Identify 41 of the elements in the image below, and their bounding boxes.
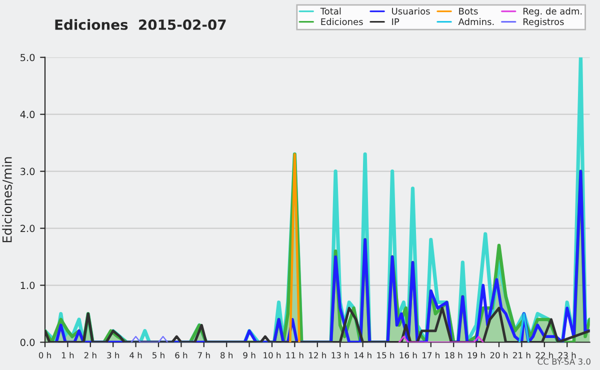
x-tick-label: 15 h <box>377 352 394 358</box>
legend-label: Usuarios <box>392 8 430 15</box>
text: CC BY-SA 3.0 <box>538 358 590 365</box>
y-axis-title: Ediciones/min <box>2 157 13 242</box>
y-tick-label: 4.0 <box>20 110 35 118</box>
x-tick-label: 11 h <box>286 352 304 358</box>
y-tick-label: 2.0 <box>20 224 35 232</box>
legend-label: Ediciones <box>321 18 363 26</box>
x-tick-label: 1 h <box>62 352 74 358</box>
x-tick-label: 2 h <box>84 352 96 358</box>
y-tick-label: 1.0 <box>20 282 35 290</box>
legend-label: Bots <box>459 8 478 15</box>
x-tick-label: 22 h <box>536 352 553 358</box>
x-tick-label: 5 h <box>152 352 164 358</box>
x-tick-label: 18 h <box>445 352 462 358</box>
x-tick-label: 14 h <box>354 352 372 358</box>
x-tick-label: 0 h <box>38 352 51 358</box>
x-tick-label: 23 h <box>558 352 576 358</box>
x-tick-label: 3 h <box>107 352 120 358</box>
x-tick-label: 12 h <box>309 352 326 358</box>
legend-label: Reg. de adm. <box>523 8 582 16</box>
legend-label: Registros <box>523 18 564 27</box>
y-tick-label: 5.0 <box>20 54 35 62</box>
y-tick-label: 3.0 <box>20 168 35 176</box>
x-tick-label: 13 h <box>332 352 349 358</box>
x-tick-label: 10 h <box>264 352 281 358</box>
x-tick-label: 8 h <box>220 352 233 358</box>
y-tick-label: 0.0 <box>20 338 35 346</box>
legend-label: Total <box>320 8 341 15</box>
x-tick-label: 20 h <box>490 352 508 358</box>
x-tick-label: 4 h <box>130 352 142 358</box>
legend-label: IP <box>392 18 400 25</box>
legend-label: Admins. <box>458 18 494 26</box>
x-tick-label: 9 h <box>243 352 256 358</box>
x-tick-label: 21 h <box>513 352 530 358</box>
x-tick-label: 7 h <box>198 352 210 358</box>
x-tick-label: 6 h <box>175 352 188 358</box>
chart-title: Ediciones 2015-02-07 <box>55 19 226 30</box>
x-tick-label: 17 h <box>422 352 440 358</box>
x-tick-label: 16 h <box>400 352 417 358</box>
x-tick-label: 19 h <box>468 352 485 358</box>
